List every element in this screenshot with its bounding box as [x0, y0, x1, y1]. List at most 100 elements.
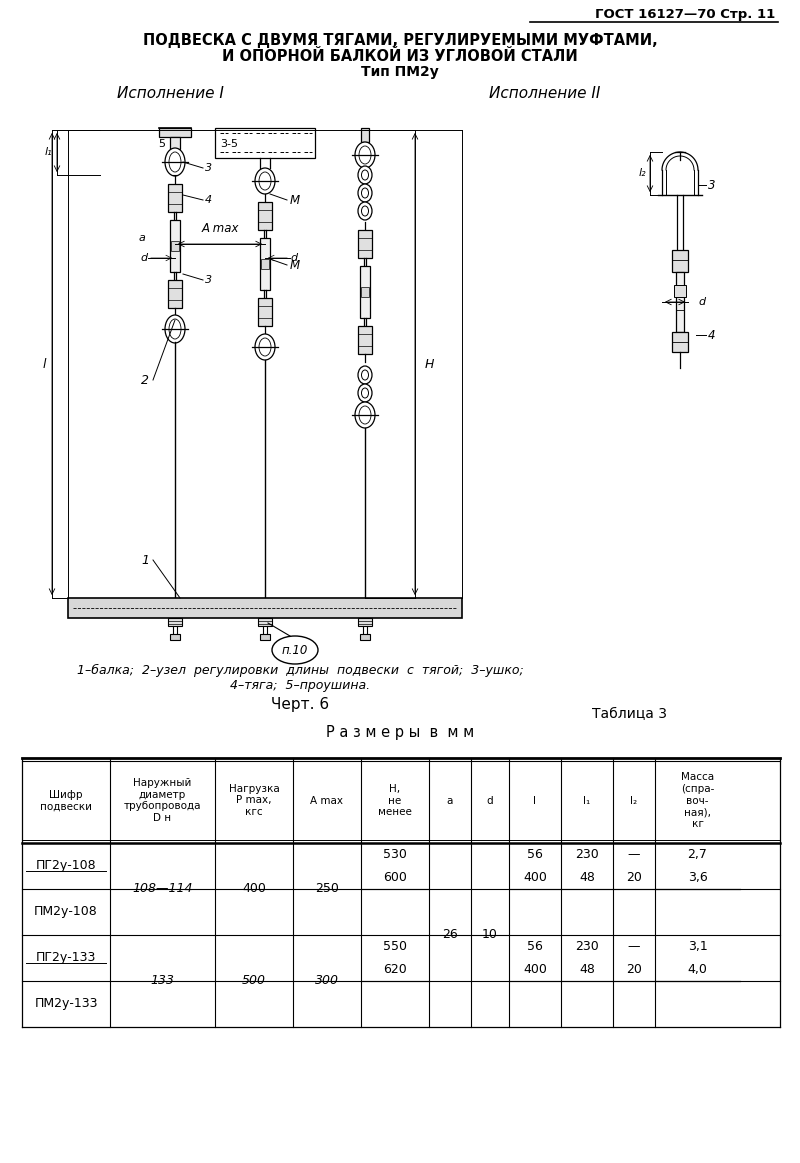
Text: 230: 230 [575, 848, 599, 861]
Bar [361, 128, 369, 142]
Ellipse shape [169, 319, 181, 338]
Text: 3-5: 3-5 [220, 140, 238, 149]
Bar [168, 280, 182, 308]
Text: M: M [290, 193, 300, 207]
Bar [170, 137, 180, 149]
Text: ПГ2у-108: ПГ2у-108 [36, 859, 96, 872]
Text: d: d [698, 297, 705, 307]
Text: H,
не
менее: H, не менее [378, 784, 412, 818]
Text: ПМ2у-133: ПМ2у-133 [34, 998, 98, 1011]
Text: M: M [290, 258, 300, 271]
Ellipse shape [362, 388, 369, 398]
Ellipse shape [272, 636, 318, 664]
Bar [360, 266, 370, 317]
Text: 108—114: 108—114 [132, 883, 193, 896]
Text: 400: 400 [523, 963, 547, 976]
Text: 250: 250 [315, 883, 339, 896]
Ellipse shape [362, 188, 369, 198]
Ellipse shape [255, 167, 275, 194]
Text: d: d [290, 254, 297, 263]
Text: 4: 4 [708, 328, 715, 342]
Bar [258, 298, 272, 326]
Text: Таблица 3: Таблица 3 [593, 707, 667, 721]
Text: —: — [628, 848, 640, 861]
Text: Черт. 6: Черт. 6 [271, 697, 329, 712]
Text: Исполнение I: Исполнение I [117, 86, 223, 100]
Ellipse shape [355, 402, 375, 428]
Ellipse shape [355, 142, 375, 167]
Ellipse shape [259, 172, 271, 190]
Text: l: l [42, 357, 46, 371]
Text: 20: 20 [626, 871, 642, 884]
Text: 48: 48 [579, 963, 595, 976]
Ellipse shape [362, 370, 369, 380]
Text: 400: 400 [523, 871, 547, 884]
Text: ПГ2у-133: ПГ2у-133 [36, 951, 96, 964]
Text: a: a [447, 795, 453, 806]
Ellipse shape [259, 338, 271, 356]
Text: 3: 3 [205, 163, 212, 173]
Text: 1–балка;  2–узел  регулировки  длины  подвески  с  тягой;  3–ушко;: 1–балка; 2–узел регулировки длины подвес… [77, 663, 523, 677]
Text: 20: 20 [626, 963, 642, 976]
Bar [258, 618, 272, 626]
Bar [358, 230, 372, 258]
Ellipse shape [358, 384, 372, 402]
Text: Масса
(спра-
воч-
ная),
кг: Масса (спра- воч- ная), кг [681, 772, 714, 829]
Bar [674, 285, 686, 297]
Ellipse shape [359, 406, 371, 424]
Text: 2: 2 [141, 373, 149, 386]
Text: 4–тяга;  5–проушина.: 4–тяга; 5–проушина. [230, 678, 370, 692]
Ellipse shape [255, 334, 275, 361]
Bar [672, 331, 688, 352]
Text: d: d [486, 795, 494, 806]
Text: l₂: l₂ [630, 795, 638, 806]
Text: 56: 56 [527, 940, 543, 952]
Bar [159, 128, 191, 137]
Text: 4: 4 [205, 195, 212, 205]
Text: l₁: l₁ [583, 795, 590, 806]
Ellipse shape [362, 206, 369, 216]
Text: 3,1: 3,1 [688, 940, 707, 952]
Text: 56: 56 [527, 848, 543, 861]
Bar [358, 326, 372, 354]
Text: H: H [425, 357, 434, 371]
Ellipse shape [169, 152, 181, 172]
Text: ПМ2у-108: ПМ2у-108 [34, 906, 98, 919]
Text: 48: 48 [579, 871, 595, 884]
Text: ПОДВЕСКА С ДВУМЯ ТЯГАМИ, РЕГУЛИРУЕМЫМИ МУФТАМИ,: ПОДВЕСКА С ДВУМЯ ТЯГАМИ, РЕГУЛИРУЕМЫМИ М… [142, 33, 658, 48]
Text: 2,7: 2,7 [687, 848, 707, 861]
Text: 4,0: 4,0 [687, 963, 707, 976]
Text: l: l [534, 795, 537, 806]
Bar [258, 202, 272, 230]
Text: Исполнение II: Исполнение II [490, 86, 601, 100]
Text: 10: 10 [482, 928, 498, 942]
Text: 300: 300 [315, 975, 339, 987]
Text: A max: A max [202, 222, 238, 235]
Ellipse shape [358, 184, 372, 202]
Text: A max: A max [310, 795, 343, 806]
Bar [171, 241, 179, 251]
Text: 1: 1 [141, 554, 149, 566]
Text: 500: 500 [242, 975, 266, 987]
Text: И ОПОРНОЙ БАЛКОЙ ИЗ УГЛОВОЙ СТАЛИ: И ОПОРНОЙ БАЛКОЙ ИЗ УГЛОВОЙ СТАЛИ [222, 49, 578, 64]
Bar [260, 238, 270, 290]
Bar [361, 287, 369, 297]
Bar [358, 618, 372, 626]
Text: a: a [138, 233, 145, 243]
Text: Нагрузка
P max,
кгс: Нагрузка P max, кгс [229, 784, 279, 818]
Text: п.10: п.10 [282, 643, 308, 656]
Ellipse shape [358, 202, 372, 220]
Text: 5: 5 [158, 140, 165, 149]
Text: 550: 550 [383, 940, 407, 952]
Text: Наружный
диаметр
трубопровода
D н: Наружный диаметр трубопровода D н [124, 778, 202, 823]
Text: —: — [628, 940, 640, 952]
Text: Тип ПМ2у: Тип ПМ2у [361, 65, 439, 79]
Text: 230: 230 [575, 940, 599, 952]
Text: 530: 530 [383, 848, 407, 861]
Text: 3,6: 3,6 [688, 871, 707, 884]
Ellipse shape [358, 366, 372, 384]
Text: 3: 3 [205, 274, 212, 285]
Ellipse shape [165, 148, 185, 176]
Text: Шифр
подвески: Шифр подвески [40, 790, 92, 812]
Text: 3: 3 [708, 178, 715, 192]
